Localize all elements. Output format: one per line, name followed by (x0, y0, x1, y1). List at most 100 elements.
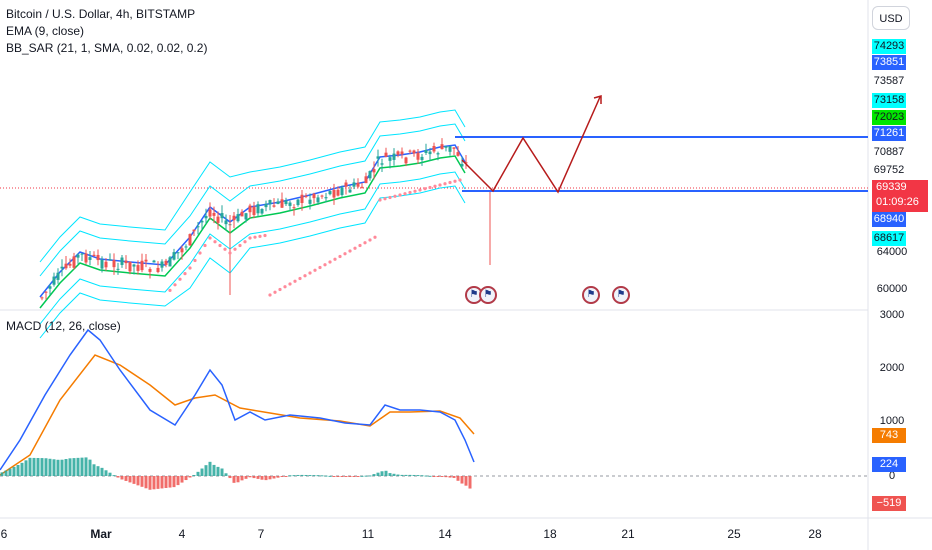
macd-value-label: 743 (872, 428, 906, 443)
sar-dot (213, 240, 217, 244)
candle-body (108, 259, 112, 261)
sar-dot (243, 240, 247, 244)
macd-histogram-bar (136, 476, 140, 486)
flag-us-icon[interactable]: ⚑ (582, 286, 600, 304)
x-axis-tick: 25 (727, 527, 741, 541)
candle-body (64, 263, 68, 269)
candle-body (224, 220, 228, 225)
macd-histogram-bar (96, 466, 100, 476)
macd-tick: 1000 (879, 415, 905, 427)
candle-body (164, 260, 168, 265)
macd-histogram-bar (76, 457, 80, 476)
macd-histogram-bar (240, 476, 244, 481)
candle-body (72, 256, 76, 268)
flag-us-icon[interactable]: ⚑ (612, 286, 630, 304)
flag-us-icon[interactable]: ⚑ (479, 286, 497, 304)
symbol-legend[interactable]: Bitcoin / U.S. Dollar, 4h, BITSTAMP (6, 7, 196, 21)
sar-dot (408, 190, 412, 195)
sar-dot (413, 189, 417, 193)
macd-histogram-bar (304, 474, 308, 476)
candle-body (408, 150, 412, 152)
macd-histogram-bar (12, 466, 16, 476)
x-axis-tick: 6 (0, 527, 8, 541)
macd-histogram-bar (268, 476, 272, 480)
candle-body (428, 151, 432, 155)
candle-body (400, 151, 404, 155)
macd-histogram-bar (424, 475, 428, 477)
price-tick: 64000 (876, 246, 908, 258)
macd-histogram-bar (292, 475, 296, 477)
macd-histogram-bar (404, 474, 408, 476)
macd-histogram-bar (336, 476, 340, 477)
sar-dot (453, 179, 457, 183)
candle-body (176, 252, 180, 254)
bbsar-legend[interactable]: BB_SAR (21, 1, SMA, 0.02, 0.02, 0.2) (6, 41, 208, 55)
candle-body (336, 189, 340, 196)
macd-histogram-bar (448, 476, 452, 478)
candle-body (352, 182, 356, 187)
macd-histogram-bar (44, 458, 48, 476)
candle-body (412, 150, 416, 154)
candle-body (312, 193, 316, 199)
x-axis-tick: 28 (808, 527, 822, 541)
macd-histogram-bar (0, 472, 4, 476)
candle-body (96, 254, 100, 261)
price-level-label: 73851 (872, 55, 906, 70)
candle-body (288, 202, 292, 206)
current-price-value: 69339 (876, 181, 907, 193)
price-level-label: 74293 (872, 39, 906, 54)
macd-histogram-bar (80, 457, 84, 476)
candle-body (324, 197, 328, 199)
sar-dot (358, 243, 362, 248)
sar-dot (368, 238, 372, 242)
macd-histogram-bar (164, 476, 168, 488)
macd-histogram-bar (188, 476, 192, 478)
macd-histogram-bar (396, 474, 400, 476)
macd-histogram-bar (220, 468, 224, 476)
macd-histogram-bar (392, 473, 396, 476)
sar-dot (198, 251, 202, 255)
sar-dot (238, 243, 242, 248)
candle-body (328, 191, 332, 195)
candle-body (196, 226, 200, 228)
currency-button[interactable]: USD (872, 6, 910, 30)
candle-body (464, 162, 468, 164)
macd-histogram-bar (456, 476, 460, 481)
bb-upper-band (39, 109, 466, 263)
sar-dot (268, 293, 272, 297)
candle-body (100, 259, 104, 269)
candle-body (204, 215, 208, 219)
ema-legend[interactable]: EMA (9, close) (6, 24, 85, 38)
candle-body (360, 186, 364, 188)
macd-histogram-bar (152, 476, 156, 490)
candle-body (280, 199, 284, 208)
candle-body (84, 253, 88, 263)
macd-histogram-bar (208, 461, 212, 476)
macd-histogram-bar (32, 457, 36, 476)
macd-histogram-bar (284, 476, 288, 477)
macd-histogram-bar (120, 476, 124, 480)
sar-dot (348, 249, 352, 253)
macd-histogram-bar (28, 457, 32, 476)
macd-histogram-bar (360, 475, 364, 477)
macd-histogram-bar (124, 476, 128, 481)
candle-body (376, 156, 380, 159)
macd-tick: 0 (888, 470, 896, 482)
macd-legend[interactable]: MACD (12, 26, close) (6, 319, 121, 333)
candle-body (180, 248, 184, 253)
sar-dot (218, 243, 222, 248)
candle-body (136, 265, 140, 271)
candle-body (148, 268, 152, 272)
candle-body (152, 260, 156, 263)
candle-body (384, 152, 388, 157)
sar-dot (458, 178, 462, 182)
sma-line (39, 155, 466, 309)
sar-dot (333, 257, 337, 261)
candle-body (160, 261, 164, 268)
candle-body (388, 157, 392, 161)
macd-histogram-bar (384, 470, 388, 476)
sar-dot (178, 277, 182, 281)
candle-body (392, 153, 396, 160)
candle-body (436, 153, 440, 155)
